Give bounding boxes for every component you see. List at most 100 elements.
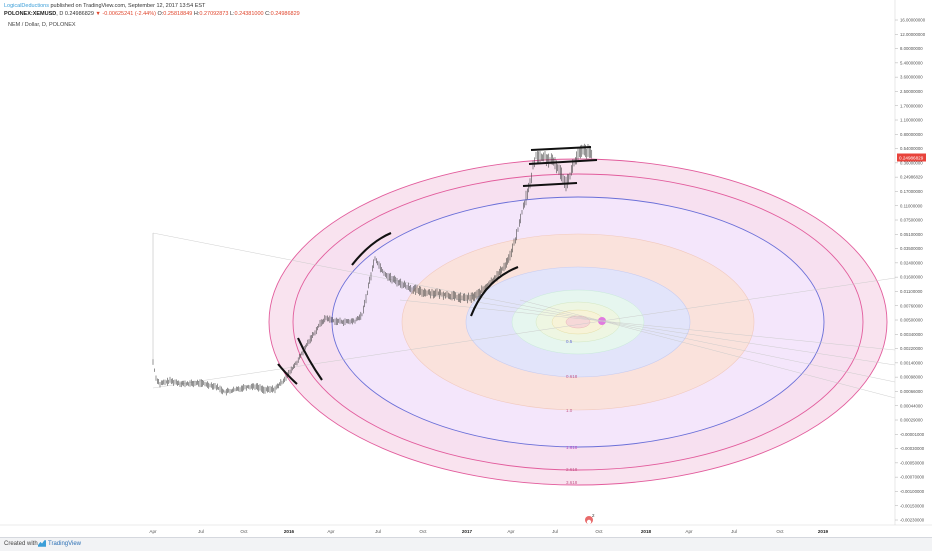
fan-line	[152, 320, 603, 389]
fan-line	[519, 299, 603, 322]
y-tick-label: -0.00150000	[900, 503, 925, 508]
y-tick-label: 0.24986829	[900, 175, 923, 180]
publish-info: LogicalDeductions published on TradingVi…	[4, 2, 205, 10]
time-axis[interactable]: Apr Jul Oct 2016 Apr Jul Oct 2017 Apr Jul Oct 2018 A…	[149, 529, 828, 534]
x-tick-label: Apr	[327, 529, 335, 534]
svg-text:0.24986829: 0.24986829	[899, 156, 924, 161]
y-tick-label: -0.00070000	[900, 475, 925, 480]
y-tick-label: 0.00760000	[900, 303, 923, 308]
y-tick-label: 0.00029000	[900, 418, 923, 423]
y-tick-label: -0.00100000	[900, 489, 925, 494]
y-tick-label: 0.80000000	[900, 132, 923, 137]
x-tick-label: Jul	[552, 529, 558, 534]
arc-annotation	[351, 232, 392, 266]
fan-line	[601, 320, 896, 351]
range-line	[530, 145, 592, 152]
x-tick-label: 2019	[818, 529, 829, 534]
fib-fan-lines[interactable]	[152, 232, 896, 399]
author-link[interactable]: LogicalDeductions	[4, 3, 49, 9]
high-label: H:	[193, 11, 200, 17]
fib-level-label: 0.618	[566, 374, 578, 379]
fan-line	[399, 299, 603, 322]
y-tick-label: 0.00098000	[900, 375, 923, 380]
y-tick-label: 0.07500000	[900, 218, 923, 223]
fan-line	[152, 232, 603, 322]
svg-text:2: 2	[592, 513, 595, 518]
fib-level-label: 1.618	[566, 445, 578, 450]
y-tick-label: 16.00000000	[900, 18, 926, 23]
price-badge: 0.24986829	[897, 153, 926, 162]
range-line	[522, 181, 578, 188]
published-text: published on TradingView.com, September …	[48, 3, 206, 9]
event-marker[interactable]: 2	[585, 513, 595, 525]
y-tick-label: 0.00500000	[900, 318, 923, 323]
x-tick-label: 2016	[284, 529, 295, 534]
y-tick-label: 0.36000000	[900, 160, 923, 165]
interval-text: , D	[56, 11, 65, 17]
y-tick-label: 12.00000000	[900, 32, 926, 37]
tradingview-brand[interactable]: TradingView	[48, 541, 82, 547]
x-tick-label: Apr	[149, 529, 157, 534]
y-tick-label: 0.05100000	[900, 232, 923, 237]
y-tick-label: 8.00000000	[900, 46, 923, 51]
x-tick-label: Jul	[375, 529, 381, 534]
created-with-label: Created with	[4, 541, 38, 547]
low-value: 0.24381000	[234, 11, 264, 17]
fibonacci-circles[interactable]: 0.5 0.618 1.0 1.618 2.618 3.618	[268, 158, 888, 486]
close-value: 0.24986829	[270, 11, 300, 17]
high-value: 0.27092873	[199, 11, 229, 17]
y-tick-label: 2.50000000	[900, 89, 923, 94]
footer-bar: Created with TradingView	[0, 537, 932, 551]
x-tick-label: Apr	[507, 529, 515, 534]
price-chart[interactable]: 0.5 0.618 1.0 1.618 2.618 3.618 16.00000…	[0, 0, 932, 537]
arc-annotation	[470, 266, 519, 317]
y-tick-label: 0.00220000	[900, 346, 923, 351]
fib-level-label: 1.0	[566, 408, 573, 413]
candlestick-series[interactable]	[152, 143, 593, 396]
y-tick-label: -0.00030000	[900, 446, 925, 451]
range-line	[528, 158, 598, 166]
fib-level-label: 0.5	[566, 339, 573, 344]
symbol-bar: POLONEX:XEMUSD, D 0.24986829 ▼ -0.006252…	[4, 10, 300, 18]
y-tick-label: 3.60000000	[900, 75, 923, 80]
chart-title: NEM / Dollar, D, POLONEX	[8, 22, 76, 28]
last-price: 0.24986829	[64, 11, 94, 17]
tradingview-logo-icon	[38, 540, 46, 547]
y-tick-label: 0.00066000	[900, 389, 923, 394]
x-tick-label: Oct	[419, 529, 427, 534]
x-tick-label: Jul	[198, 529, 204, 534]
y-tick-label: 0.00044000	[900, 403, 923, 408]
y-tick-label: 0.11000000	[900, 203, 923, 208]
fan-line	[601, 277, 896, 322]
fan-line	[601, 320, 896, 366]
y-tick-label: 1.70000000	[900, 103, 923, 108]
y-tick-label: 0.02400000	[900, 260, 923, 265]
x-tick-label: Apr	[685, 529, 693, 534]
down-arrow-icon: ▼	[95, 11, 101, 17]
y-tick-label: -0.00230000	[900, 518, 925, 523]
x-tick-label: 2018	[641, 529, 652, 534]
fan-line	[429, 294, 603, 322]
price-axis[interactable]: 16.00000000 12.00000000 8.00000000 5.400000…	[895, 18, 926, 523]
y-tick-label: 0.01600000	[900, 275, 923, 280]
y-tick-label: 0.17000000	[900, 189, 923, 194]
x-tick-label: Oct	[595, 529, 603, 534]
low-label: L:	[229, 11, 235, 17]
y-tick-label: 0.00140000	[900, 360, 923, 365]
highlight-arcs[interactable]	[277, 145, 598, 385]
y-tick-label: 0.54000000	[900, 146, 923, 151]
arc-annotation	[297, 337, 323, 381]
x-tick-label: Oct	[240, 529, 248, 534]
y-tick-label: 0.03500000	[900, 246, 923, 251]
y-tick-label: 5.40000000	[900, 60, 923, 65]
y-tick-label: -0.00050000	[900, 460, 925, 465]
y-tick-label: 1.10000000	[900, 118, 923, 123]
fan-line	[601, 320, 896, 383]
y-tick-label: 0.01100000	[900, 289, 923, 294]
fib-level-label: 2.618	[566, 467, 578, 472]
symbol-name[interactable]: POLONEX:XEMUSD	[4, 11, 57, 17]
y-tick-label: 0.00340000	[900, 332, 923, 337]
change-value: -0.00625241 (-2.44%)	[102, 11, 156, 17]
open-label: O:	[157, 11, 164, 17]
fib-level-label: 3.618	[566, 480, 578, 485]
